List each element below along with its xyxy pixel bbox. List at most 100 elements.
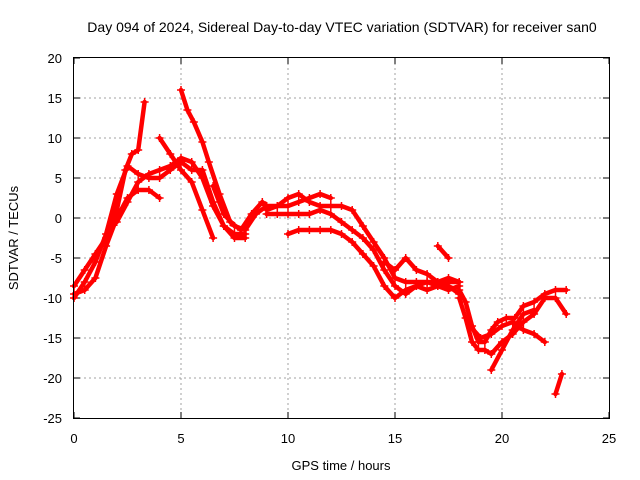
data-point-marker: [294, 190, 303, 198]
data-point-marker: [369, 238, 378, 246]
data-point-marker: [391, 266, 399, 274]
data-point-marker: [91, 274, 100, 282]
data-point-marker: [209, 182, 218, 190]
data-point-marker: [444, 274, 453, 282]
y-tick-label: -20: [43, 371, 62, 386]
data-point-marker: [305, 226, 314, 234]
series-arc-17: [553, 371, 565, 397]
data-point-marker: [540, 338, 549, 346]
data-point-marker: [444, 254, 453, 262]
data-point-marker: [369, 246, 378, 254]
data-point-marker: [476, 334, 485, 342]
data-point-marker: [358, 250, 367, 258]
data-point-marker: [391, 294, 399, 302]
data-point-marker: [380, 258, 389, 266]
data-point-marker: [401, 286, 410, 294]
data-point-marker: [461, 298, 470, 306]
data-point-marker: [241, 226, 250, 234]
data-point-marker: [557, 370, 566, 378]
data-point-marker: [305, 198, 314, 206]
data-point-marker: [80, 278, 89, 286]
data-point-marker: [198, 206, 207, 214]
x-tick-labels: 0 5 10 15 20 25: [70, 431, 616, 446]
data-point-marker: [401, 278, 410, 286]
data-point-marker: [262, 210, 271, 218]
data-point-marker: [112, 218, 121, 226]
data-point-marker: [461, 314, 470, 322]
data-point-marker: [258, 198, 267, 206]
data-point-marker: [423, 286, 432, 294]
data-point-marker: [177, 86, 185, 94]
data-point-marker: [465, 322, 474, 330]
data-point-marker: [166, 150, 175, 158]
series-arc-5: [157, 135, 216, 241]
data-point-marker: [134, 146, 143, 154]
y-tick-label: 20: [48, 51, 62, 66]
data-point-marker: [519, 302, 528, 310]
x-tick-label: 15: [388, 431, 402, 446]
data-point-marker: [498, 346, 506, 354]
data-point-marker: [358, 234, 367, 242]
data-point-marker: [80, 266, 89, 274]
x-tick-label: 10: [281, 431, 295, 446]
data-point-marker: [273, 210, 282, 218]
data-point-marker: [480, 338, 489, 346]
data-point-marker: [316, 226, 325, 234]
data-point-marker: [369, 262, 378, 270]
plot-frame: [73, 57, 610, 419]
data-point-marker: [284, 202, 292, 210]
data-point-marker: [123, 198, 132, 206]
data-point-marker: [530, 330, 539, 338]
y-tick-label: 5: [55, 171, 62, 186]
data-point-marker: [562, 310, 571, 318]
data-point-marker: [348, 206, 357, 214]
y-axis-label: SDTVAR / TECUs: [6, 185, 21, 290]
data-point-marker: [487, 366, 496, 374]
data-point-marker: [230, 234, 239, 242]
data-point-marker: [134, 170, 143, 178]
data-point-marker: [123, 162, 132, 170]
x-tick-label: 25: [602, 431, 616, 446]
data-point-marker: [155, 166, 164, 174]
data-point-marker: [155, 194, 164, 202]
data-point-marker: [134, 178, 143, 186]
data-point-marker: [530, 298, 539, 306]
y-tick-labels: -25 -20 -15 -10 -5 0 5 10 15 20: [43, 51, 62, 426]
data-point-marker: [316, 190, 325, 198]
data-point-marker: [284, 194, 292, 202]
data-point-marker: [284, 210, 292, 218]
data-point-marker: [423, 278, 432, 286]
data-point-marker: [144, 170, 153, 178]
data-point-marker: [177, 166, 185, 174]
data-point-marker: [198, 174, 207, 182]
x-axis-label: GPS time / hours: [292, 458, 391, 473]
y-tick-label: 15: [48, 91, 62, 106]
data-point-marker: [498, 322, 506, 330]
data-point-marker: [326, 194, 335, 202]
data-point-marker: [326, 202, 335, 210]
data-point-marker: [219, 210, 228, 218]
data-point-marker: [380, 282, 389, 290]
data-point-marker: [391, 282, 399, 290]
data-point-marker: [140, 98, 149, 106]
data-point-marker: [198, 138, 207, 146]
data-point-marker: [337, 202, 346, 210]
data-point-marker: [412, 266, 421, 274]
data-point-marker: [455, 278, 464, 286]
data-point-marker: [251, 210, 260, 218]
data-point-marker: [241, 234, 250, 242]
data-point-marker: [187, 178, 196, 186]
data-point-marker: [326, 210, 335, 218]
y-tick-label: -5: [50, 251, 62, 266]
data-point-marker: [508, 326, 517, 334]
data-point-marker: [305, 210, 314, 218]
data-point-marker: [294, 226, 303, 234]
data-point-marker: [401, 254, 410, 262]
data-point-marker: [189, 118, 198, 126]
data-point-marker: [348, 238, 357, 246]
data-point-marker: [433, 242, 442, 250]
data-point-marker: [337, 230, 346, 238]
data-point-marker: [183, 106, 192, 114]
data-point-marker: [177, 154, 185, 162]
data-point-marker: [562, 286, 571, 294]
